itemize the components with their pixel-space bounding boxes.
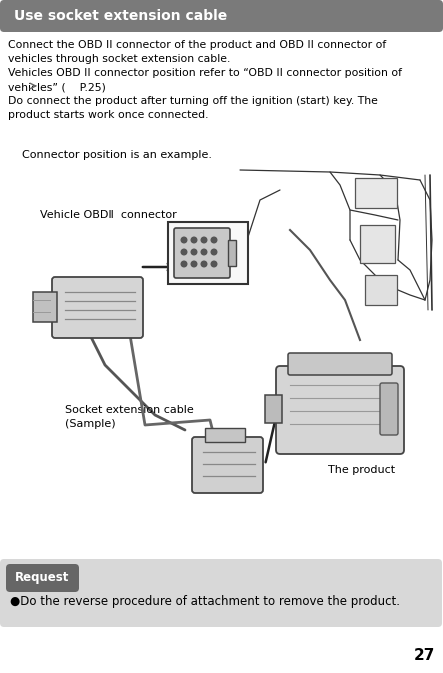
FancyBboxPatch shape bbox=[276, 366, 404, 454]
Circle shape bbox=[191, 237, 197, 243]
FancyBboxPatch shape bbox=[192, 437, 263, 493]
Text: Vehicle OBDⅡ  connector: Vehicle OBDⅡ connector bbox=[40, 210, 177, 220]
Text: product starts work once connected.: product starts work once connected. bbox=[8, 110, 209, 120]
Circle shape bbox=[211, 237, 217, 243]
Circle shape bbox=[211, 261, 217, 267]
Text: Vehicles OBD II connector position refer to “OBD II connector position of: Vehicles OBD II connector position refer… bbox=[8, 68, 402, 78]
Text: 27: 27 bbox=[414, 648, 435, 663]
Text: (Sample): (Sample) bbox=[65, 419, 116, 429]
FancyBboxPatch shape bbox=[174, 228, 230, 278]
Text: Use socket extension cable: Use socket extension cable bbox=[14, 9, 227, 23]
FancyBboxPatch shape bbox=[360, 225, 395, 263]
Text: Do connect the product after turning off the ignition (start) key. The: Do connect the product after turning off… bbox=[8, 96, 378, 106]
Circle shape bbox=[201, 249, 207, 255]
Circle shape bbox=[201, 237, 207, 243]
Circle shape bbox=[181, 261, 187, 267]
FancyBboxPatch shape bbox=[228, 240, 236, 266]
Circle shape bbox=[201, 261, 207, 267]
Text: Socket extension cable: Socket extension cable bbox=[65, 405, 194, 415]
FancyBboxPatch shape bbox=[6, 564, 79, 592]
Text: vehicles through socket extension cable.: vehicles through socket extension cable. bbox=[8, 54, 230, 64]
Text: vehicles” (    P.25): vehicles” ( P.25) bbox=[8, 82, 106, 92]
FancyBboxPatch shape bbox=[52, 277, 143, 338]
Circle shape bbox=[191, 261, 197, 267]
FancyBboxPatch shape bbox=[265, 395, 282, 423]
Circle shape bbox=[181, 249, 187, 255]
Text: The product: The product bbox=[328, 465, 395, 475]
FancyBboxPatch shape bbox=[288, 353, 392, 375]
FancyBboxPatch shape bbox=[33, 292, 57, 322]
Circle shape bbox=[191, 249, 197, 255]
FancyBboxPatch shape bbox=[168, 222, 248, 284]
Text: ●Do the reverse procedure of attachment to remove the product.: ●Do the reverse procedure of attachment … bbox=[10, 595, 400, 608]
FancyBboxPatch shape bbox=[0, 0, 443, 32]
FancyBboxPatch shape bbox=[380, 383, 398, 435]
Circle shape bbox=[211, 249, 217, 255]
Text: Connect the OBD II connector of the product and OBD II connector of: Connect the OBD II connector of the prod… bbox=[8, 40, 386, 50]
FancyBboxPatch shape bbox=[205, 428, 245, 442]
FancyBboxPatch shape bbox=[0, 559, 442, 627]
Text: Request: Request bbox=[15, 571, 69, 584]
Circle shape bbox=[181, 237, 187, 243]
Text: Connector position is an example.: Connector position is an example. bbox=[22, 150, 212, 160]
FancyBboxPatch shape bbox=[365, 275, 397, 305]
FancyBboxPatch shape bbox=[355, 178, 397, 208]
